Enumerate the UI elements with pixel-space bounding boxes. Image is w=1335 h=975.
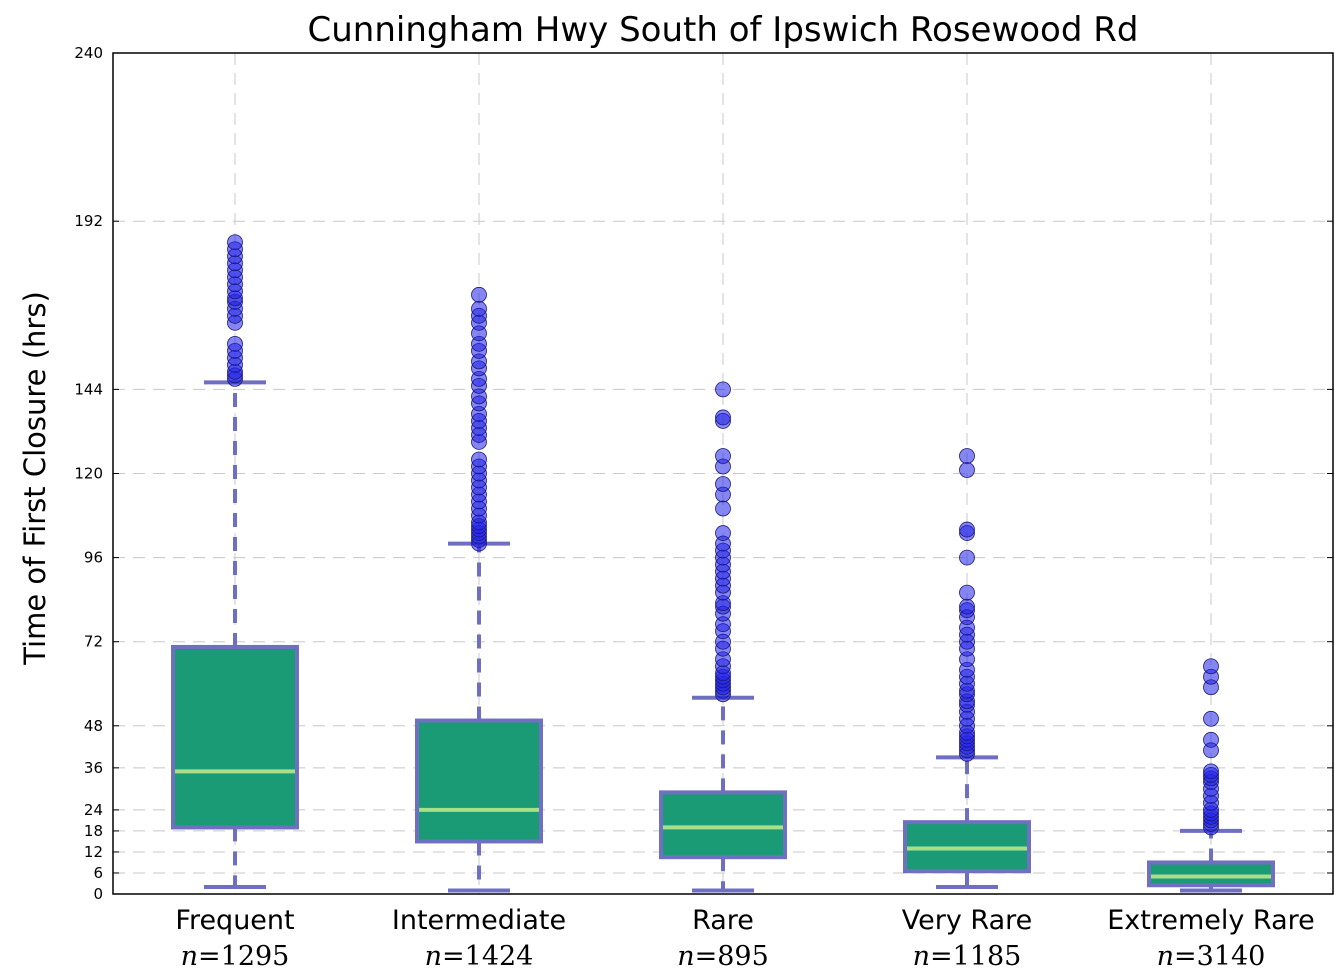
outlier-point [1204, 711, 1219, 726]
x-sample-size-label: n=3140 [1157, 941, 1266, 972]
sample-size-value: =1295 [198, 941, 289, 972]
x-category-label: Rare [692, 905, 754, 936]
outlier-point [1204, 764, 1219, 779]
box-group [417, 287, 541, 890]
outlier-point [716, 410, 731, 425]
x-label-layer: Frequentn=1295Intermediaten=1424Raren=89… [175, 905, 1314, 972]
x-sample-size-label: n=895 [677, 941, 769, 972]
box-group [1149, 659, 1273, 891]
outlier-point [960, 448, 975, 463]
outlier-point [716, 526, 731, 541]
y-tick-label: 120 [74, 465, 103, 483]
x-category-label: Very Rare [902, 905, 1032, 936]
sample-size-symbol: n [181, 941, 198, 972]
outlier-point [960, 522, 975, 537]
outlier-point [716, 448, 731, 463]
y-tick-label: 144 [74, 380, 103, 398]
y-tick-label: 72 [84, 633, 103, 651]
sample-size-value: =3140 [1174, 941, 1265, 972]
outlier-point [960, 599, 975, 614]
chart-title: Cunningham Hwy South of Ipswich Rosewood… [308, 10, 1139, 50]
box-iqr [173, 647, 297, 827]
outlier-point [1204, 732, 1219, 747]
x-category-label: Frequent [175, 905, 294, 936]
outlier-point [716, 382, 731, 397]
y-axis-label: Time of First Closure (hrs) [18, 291, 52, 666]
sample-size-value: =1185 [930, 941, 1021, 972]
outlier-point [960, 550, 975, 565]
outlier-point [472, 452, 487, 467]
y-tick-label: 12 [84, 843, 103, 861]
outlier-point [960, 462, 975, 477]
sample-size-value: =1424 [442, 941, 533, 972]
outlier-point [1204, 659, 1219, 674]
box-iqr [417, 721, 541, 842]
y-tick-label: 18 [84, 822, 103, 840]
sample-size-symbol: n [677, 941, 694, 972]
y-axis-label-group: Time of First Closure (hrs) [18, 291, 52, 666]
x-sample-size-label: n=1424 [425, 941, 534, 972]
y-tick-label: 24 [84, 801, 103, 819]
y-tick-label: 6 [93, 864, 103, 882]
y-tick-label: 240 [74, 44, 103, 62]
outlier-point [228, 336, 243, 351]
box-iqr [661, 792, 785, 857]
box-iqr [1149, 862, 1273, 885]
y-tick-label: 0 [93, 885, 103, 903]
outlier-point [716, 477, 731, 492]
sample-size-symbol: n [913, 941, 930, 972]
sample-size-symbol: n [425, 941, 442, 972]
box-group [661, 382, 785, 891]
y-tick-label: 192 [74, 212, 103, 230]
y-tick-label: 48 [84, 717, 103, 735]
outlier-point [228, 235, 243, 250]
x-category-label: Extremely Rare [1107, 905, 1315, 936]
y-tick-label: 96 [84, 549, 103, 567]
x-sample-size-label: n=1185 [913, 941, 1022, 972]
outlier-point [472, 301, 487, 316]
x-sample-size-label: n=1295 [181, 941, 290, 972]
outlier-point [716, 501, 731, 516]
sample-size-symbol: n [1157, 941, 1174, 972]
outlier-point [960, 585, 975, 600]
x-category-label: Intermediate [392, 905, 566, 936]
y-tick-label: 36 [84, 759, 103, 777]
sample-size-value: =895 [695, 941, 769, 972]
outlier-point [472, 287, 487, 302]
